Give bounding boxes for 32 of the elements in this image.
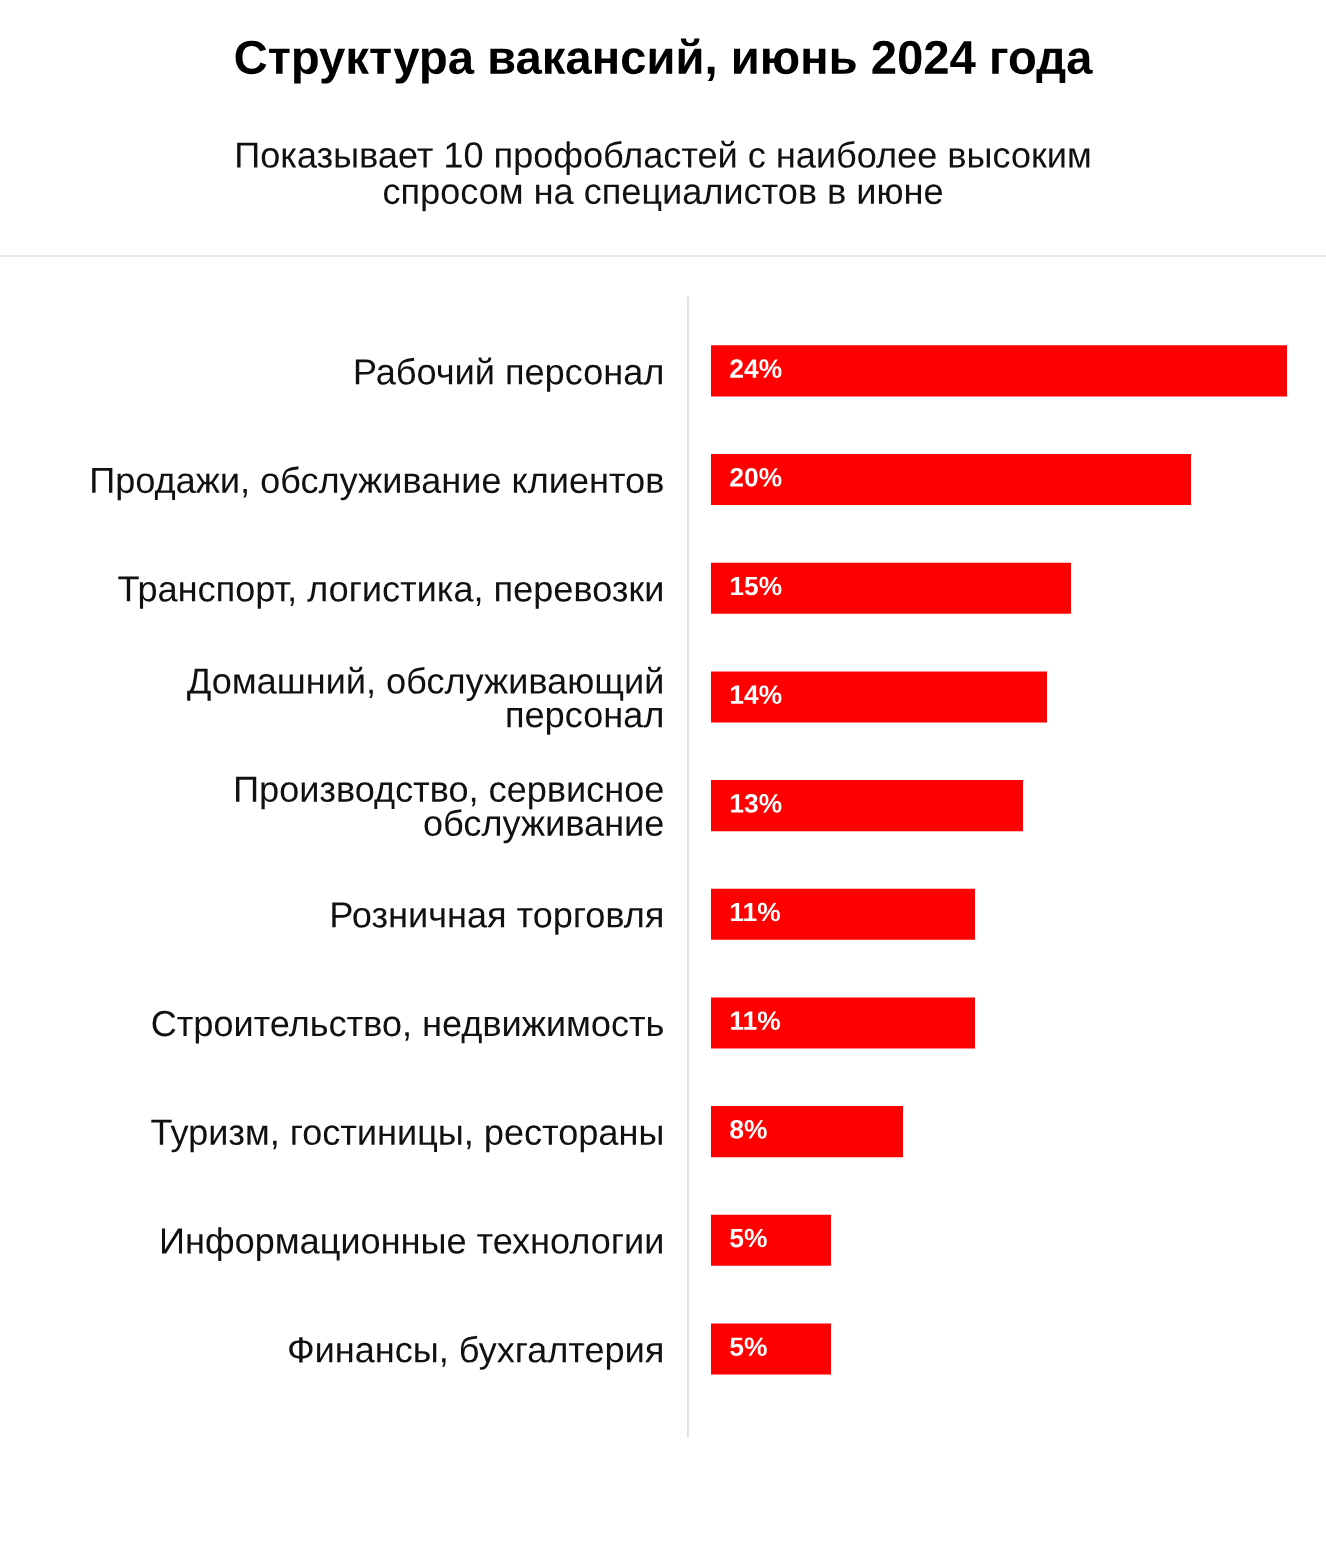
data-label: 11%	[731, 902, 780, 922]
bar	[711, 1323, 831, 1375]
y-tick-label: Продажи, обслуживание клиентов	[92, 466, 663, 501]
bar	[711, 562, 1071, 614]
data-label: 5%	[730, 1337, 767, 1357]
y-tick-label: Розничная торговля	[332, 902, 662, 935]
data-label: 14%	[731, 685, 782, 704]
data-label: 8%	[730, 1120, 767, 1139]
y-tick-label: Строительство, недвижимость	[152, 1010, 663, 1044]
chart-title: Структура вакансий, июнь 2024 года	[235, 38, 1093, 84]
y-tick-label: Рабочий персонал	[355, 357, 662, 392]
y-tick-label: Финансы, бухгалтерия	[289, 1335, 662, 1370]
y-tick-label: Транспорт, логистика, перевозки	[118, 576, 662, 609]
data-label: 11%	[731, 1011, 780, 1030]
y-tick-label: Туризм, гостиницы, рестораны	[151, 1119, 662, 1153]
bar	[711, 345, 1287, 397]
bar	[711, 997, 975, 1049]
data-label: 24%	[730, 359, 782, 378]
data-label: 13%	[731, 794, 782, 813]
data-label: 5%	[730, 1228, 767, 1248]
bar	[711, 454, 1191, 506]
y-tick-label: Информационные технологии	[162, 1227, 662, 1261]
bar	[711, 671, 1047, 723]
data-label: 15%	[731, 576, 782, 596]
bar	[711, 1106, 903, 1158]
y-tick-label: Домашний, обслуживающий персонал	[187, 666, 662, 735]
chart-subtitle: Показывает 10 профобластей с наиболее высоким спросом на специалистов в июне	[237, 140, 1090, 212]
data-label: 20%	[730, 467, 782, 487]
bar	[711, 888, 975, 940]
bar	[711, 780, 1023, 832]
y-tick-label: Производство, сервисное обслуживание	[236, 776, 663, 844]
bar	[711, 1214, 831, 1266]
